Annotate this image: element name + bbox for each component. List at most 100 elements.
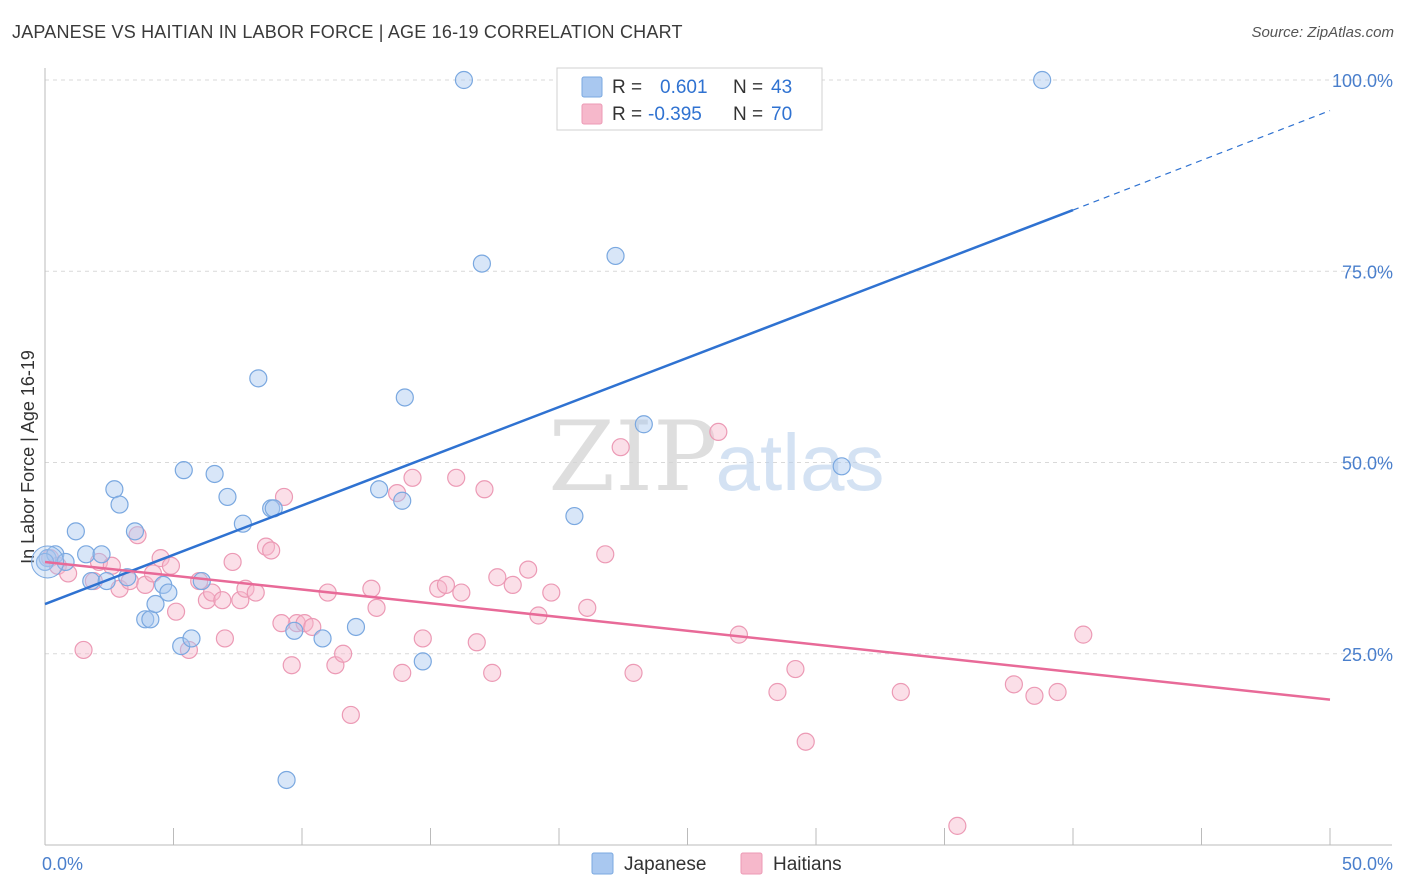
legend-haitian-n-value: 70 <box>771 104 792 125</box>
japanese-point <box>370 480 389 499</box>
japanese-point <box>472 254 491 273</box>
japanese-trend-extension <box>1072 110 1331 211</box>
haitian-point <box>231 591 250 610</box>
haitian-point <box>452 583 471 602</box>
haitian-point <box>503 575 522 595</box>
japanese-point <box>141 610 160 629</box>
japanese-point <box>174 461 193 480</box>
japanese-point <box>56 552 75 572</box>
y-tick-label: 50.0% <box>1342 454 1393 474</box>
haitian-point <box>215 629 234 648</box>
japanese-point <box>393 491 412 510</box>
haitian-point <box>367 598 386 617</box>
correlation-legend: R = 0.601 N = 43 R = -0.395 N = 70 <box>556 67 823 131</box>
japanese-point <box>413 652 432 671</box>
x-tick-label: 50.0% <box>1342 854 1393 874</box>
japanese-point <box>172 636 191 656</box>
japanese-point <box>125 522 145 541</box>
legend-haitian-n-label: N = <box>733 104 763 125</box>
bottom-legend-japanese-swatch <box>591 852 614 875</box>
japanese-point <box>313 629 332 648</box>
haitian-point <box>542 583 561 602</box>
haitian-point <box>1074 625 1093 644</box>
series-legend: Japanese Haitians <box>591 852 842 875</box>
haitian-point <box>519 560 538 579</box>
legend-haitian-r-value: -0.395 <box>648 104 702 125</box>
haitian-point <box>709 422 728 441</box>
haitian-points <box>41 422 1093 835</box>
japanese-point <box>192 571 211 591</box>
y-tick-label: 75.0% <box>1342 262 1393 282</box>
haitian-point <box>447 468 466 487</box>
japanese-point <box>832 457 851 476</box>
haitian-point <box>334 644 353 663</box>
japanese-point <box>182 629 201 648</box>
haitian-point <box>1025 686 1044 705</box>
haitian-point <box>891 682 910 702</box>
haitian-point <box>413 629 432 648</box>
y-axis-label: In Labor Force | Age 16-19 <box>18 350 38 564</box>
legend-japanese-n-value: 43 <box>771 77 792 98</box>
source-credit: Source: ZipAtlas.com <box>1251 24 1394 41</box>
japanese-trend-line <box>44 208 1074 606</box>
haitian-point <box>483 663 502 682</box>
haitian-point <box>624 663 643 682</box>
haitian-point <box>475 480 494 499</box>
japanese-point <box>1033 70 1052 90</box>
grid-lines <box>45 79 1392 655</box>
haitian-point <box>362 579 381 598</box>
trend-lines <box>44 110 1331 701</box>
haitian-point <box>796 732 815 751</box>
x-tick-label: 0.0% <box>42 854 83 874</box>
watermark-zip: ZIP <box>548 401 717 513</box>
japanese-point <box>218 487 237 507</box>
legend-japanese-swatch <box>581 76 603 98</box>
japanese-point <box>92 545 111 564</box>
japanese-point <box>454 70 474 90</box>
y-tick-label: 25.0% <box>1342 645 1393 665</box>
japanese-points <box>31 70 1052 790</box>
japanese-point <box>634 415 653 434</box>
haitian-point <box>202 583 222 602</box>
watermark-atlas: atlas <box>716 418 885 507</box>
haitian-point <box>393 663 412 682</box>
haitian-point <box>596 545 615 564</box>
haitian-point <box>768 682 787 702</box>
japanese-point <box>606 246 625 266</box>
japanese-point <box>105 480 124 499</box>
haitian-point <box>436 575 456 595</box>
haitian-point <box>341 705 360 725</box>
haitian-point <box>467 633 486 652</box>
y-tick-label: 100.0% <box>1332 71 1393 91</box>
bottom-legend-japanese-label: Japanese <box>624 854 706 875</box>
haitian-point <box>1048 682 1067 702</box>
haitian-point <box>166 602 186 621</box>
legend-haitian-r-label: R = <box>612 104 642 125</box>
haitian-point <box>262 541 281 560</box>
japanese-point <box>110 495 129 514</box>
haitian-point <box>223 552 242 572</box>
haitian-point <box>403 468 422 487</box>
japanese-point <box>136 610 155 629</box>
japanese-point <box>346 617 366 637</box>
japanese-point <box>249 369 268 388</box>
y-tick-labels: 25.0% 50.0% 75.0% 100.0% <box>1332 71 1393 665</box>
chart-title: JAPANESE VS HAITIAN IN LABOR FORCE | AGE… <box>12 22 683 42</box>
legend-japanese-r-label: R = <box>612 77 642 98</box>
japanese-point <box>205 464 224 484</box>
japanese-point <box>285 621 304 640</box>
haitian-point <box>786 659 805 679</box>
bottom-legend-haitians-label: Haitians <box>773 854 842 875</box>
japanese-point <box>159 583 178 602</box>
japanese-point <box>395 388 414 407</box>
legend-haitian-swatch <box>581 103 603 125</box>
haitian-point <box>282 656 301 675</box>
haitian-point <box>274 487 294 507</box>
haitian-point <box>611 438 630 457</box>
haitian-point <box>578 598 597 617</box>
x-tick-labels: 0.0% 50.0% <box>42 854 1393 874</box>
haitian-point <box>213 591 232 610</box>
legend-japanese-r-value: 0.601 <box>660 77 708 98</box>
haitian-point <box>1004 675 1023 694</box>
